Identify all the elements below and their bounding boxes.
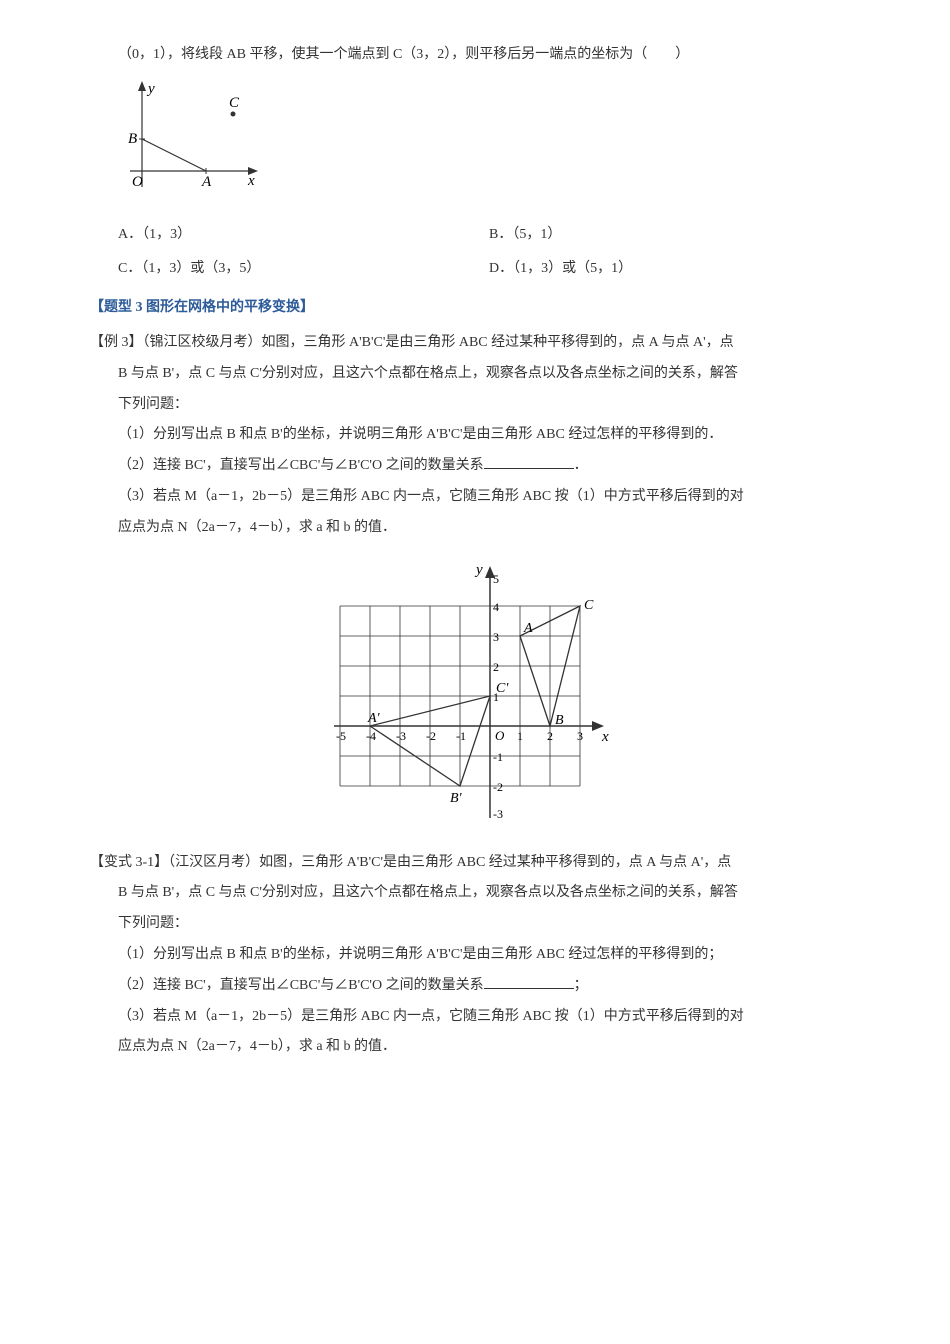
diagram-1-svg: O A B C x y [118, 79, 258, 199]
point-a-label: A [201, 174, 212, 190]
svg-text:4: 4 [493, 600, 499, 614]
svg-text:2: 2 [547, 729, 553, 743]
example3-q2b: ． [574, 458, 588, 473]
svg-text:O: O [495, 728, 505, 743]
x-axis-label: x [247, 173, 255, 189]
option-b: B．（5，1） [489, 220, 860, 251]
diagram-1: O A B C x y [118, 79, 860, 212]
example3-q3a: （3）若点 M（a－1，2b－5）是三角形 ABC 内一点，它随三角形 ABC … [90, 482, 860, 513]
variant31-q3b: 应点为点 N（2a－7，4－b），求 a 和 b 的值． [90, 1032, 860, 1063]
svg-text:-4: -4 [366, 729, 376, 743]
option-a: A．（1，3） [118, 220, 489, 251]
origin-label: O [132, 174, 143, 190]
section-header: 【题型 3 图形在网格中的平移变换】 [90, 293, 860, 324]
variant31-cont2: 下列问题： [90, 909, 860, 940]
diagram-2-wrapper: -5 -4 -3 -2 -1 1 2 3 1 2 3 4 5 -1 -2 -3 … [90, 556, 860, 836]
svg-text:A: A [523, 621, 533, 636]
svg-text:C': C' [496, 681, 509, 696]
svg-text:B: B [555, 713, 564, 728]
variant31-title: 【变式 3-1】（江汉区月考）如图，三角形 A'B'C'是由三角形 ABC 经过… [90, 848, 860, 879]
svg-text:1: 1 [517, 729, 523, 743]
svg-text:-3: -3 [396, 729, 406, 743]
example3-q1: （1）分别写出点 B 和点 B'的坐标，并说明三角形 A'B'C'是由三角形 A… [90, 420, 860, 451]
blank-2 [484, 975, 574, 989]
svg-text:-3: -3 [493, 807, 503, 821]
example3-q3b: 应点为点 N（2a－7，4－b），求 a 和 b 的值． [90, 513, 860, 544]
diagram-2-svg: -5 -4 -3 -2 -1 1 2 3 1 2 3 4 5 -1 -2 -3 … [330, 556, 620, 836]
variant31-cont1: B 与点 B'，点 C 与点 C'分别对应，且这六个点都在格点上，观察各点以及各… [90, 878, 860, 909]
svg-text:C: C [584, 598, 594, 613]
variant31-q1: （1）分别写出点 B 和点 B'的坐标，并说明三角形 A'B'C'是由三角形 A… [90, 940, 860, 971]
options-row-2: C．（1，3）或（3，5） D．（1，3）或（5，1） [90, 254, 860, 285]
variant31-q3a: （3）若点 M（a－1，2b－5）是三角形 ABC 内一点，它随三角形 ABC … [90, 1002, 860, 1033]
blank-1 [484, 455, 574, 469]
svg-text:-1: -1 [493, 750, 503, 764]
variant31-q2: （2）连接 BC'，直接写出∠CBC'与∠B'C'O 之间的数量关系 ； [90, 971, 860, 1002]
svg-text:y: y [474, 562, 483, 578]
variant31-q2b: ； [574, 978, 588, 993]
svg-text:A': A' [367, 711, 381, 726]
svg-text:x: x [601, 729, 609, 745]
svg-text:-1: -1 [456, 729, 466, 743]
svg-text:3: 3 [493, 630, 499, 644]
intro-line-text: （0，1），将线段 AB 平移，使其一个端点到 C（3，2），则平移后另一端点的… [118, 47, 689, 62]
option-c: C．（1，3）或（3，5） [118, 254, 489, 285]
example3-q2a: （2）连接 BC'，直接写出∠CBC'与∠B'C'O 之间的数量关系 [118, 458, 484, 473]
example3-cont2: 下列问题： [90, 390, 860, 421]
svg-text:-2: -2 [426, 729, 436, 743]
svg-text:-5: -5 [336, 729, 346, 743]
svg-text:3: 3 [577, 729, 583, 743]
options-row-1: A．（1，3） B．（5，1） [90, 220, 860, 251]
y-axis-label: y [146, 81, 155, 97]
example3-cont1: B 与点 B'，点 C 与点 C'分别对应，且这六个点都在格点上，观察各点以及各… [90, 359, 860, 390]
point-c-label: C [229, 95, 240, 111]
example3-q2: （2）连接 BC'，直接写出∠CBC'与∠B'C'O 之间的数量关系 ． [90, 451, 860, 482]
svg-text:2: 2 [493, 660, 499, 674]
point-b-label: B [128, 131, 137, 147]
option-d: D．（1，3）或（5，1） [489, 254, 860, 285]
svg-text:B': B' [450, 791, 463, 806]
example3-title: 【例 3】（锦江区校级月考）如图，三角形 A'B'C'是由三角形 ABC 经过某… [90, 328, 860, 359]
svg-text:5: 5 [493, 572, 499, 586]
intro-text: （0，1），将线段 AB 平移，使其一个端点到 C（3，2），则平移后另一端点的… [90, 40, 860, 71]
variant31-q2a: （2）连接 BC'，直接写出∠CBC'与∠B'C'O 之间的数量关系 [118, 978, 484, 993]
svg-text:-2: -2 [493, 780, 503, 794]
